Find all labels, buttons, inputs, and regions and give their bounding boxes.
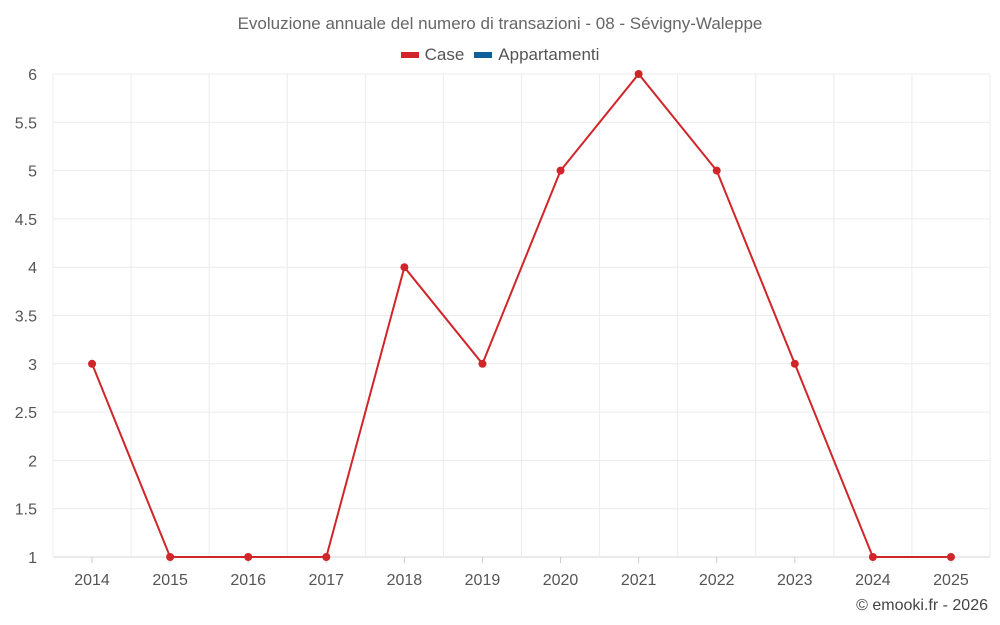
chart-title: Evoluzione annuale del numero di transaz… [237, 14, 763, 33]
y-tick-label: 2.5 [15, 405, 37, 422]
data-point[interactable] [244, 553, 253, 561]
data-point[interactable] [400, 263, 409, 272]
x-tick-label: 2022 [699, 572, 735, 589]
x-tick-label: 2015 [152, 572, 188, 589]
legend-item-appartamenti[interactable]: Appartamenti [474, 45, 599, 65]
credit: © emooki.fr - 2026 [856, 597, 988, 614]
data-point[interactable] [712, 166, 721, 175]
data-point[interactable] [478, 359, 487, 368]
y-tick-label: 3 [28, 357, 37, 374]
x-axis: 2014 2015 2016 2017 2018 2019 2020 2021 2022 2023… [74, 557, 969, 589]
y-tick-label: 1 [28, 550, 37, 567]
x-tick-label: 2016 [230, 572, 266, 589]
data-point[interactable] [166, 553, 175, 561]
legend-label-appartamenti: Appartamenti [498, 45, 600, 64]
x-tick-label: 2025 [933, 572, 969, 589]
data-point[interactable] [322, 553, 331, 561]
series-layer [88, 70, 955, 561]
data-point[interactable] [946, 553, 955, 561]
x-tick-label: 2024 [855, 572, 891, 589]
x-tick-label: 2014 [74, 572, 110, 589]
y-tick-label: 5 [28, 164, 37, 181]
x-tick-label: 2017 [308, 572, 344, 589]
x-tick-label: 2019 [465, 572, 501, 589]
data-point[interactable] [790, 359, 799, 368]
y-tick-label: 6 [28, 67, 37, 84]
series-line-case [91, 72, 951, 558]
y-tick-label: 2 [28, 453, 37, 470]
legend-swatch-appartamenti [474, 52, 493, 58]
grid [52, 73, 991, 558]
data-point[interactable] [634, 70, 643, 78]
legend-item-case[interactable]: Case [400, 45, 465, 65]
data-point[interactable] [556, 166, 565, 175]
y-tick-label: 4.5 [15, 212, 37, 229]
y-tick-label: 1.5 [15, 502, 37, 519]
legend-label-case: Case [424, 45, 465, 64]
x-tick-label: 2020 [543, 572, 579, 589]
data-point[interactable] [88, 359, 97, 368]
y-tick-label: 3.5 [15, 309, 37, 326]
legend-swatch-case [400, 52, 419, 58]
y-tick-label: 4 [28, 260, 37, 277]
x-tick-label: 2018 [387, 572, 423, 589]
x-tick-label: 2023 [777, 572, 813, 589]
y-tick-label: 5.5 [15, 115, 37, 132]
y-axis: 1 1.5 2 2.5 3 3.5 4 4.5 5 5.5 6 [15, 67, 37, 567]
x-tick-label: 2021 [621, 572, 657, 589]
legend: Case Appartamenti [0, 45, 1000, 65]
data-point[interactable] [868, 553, 877, 561]
